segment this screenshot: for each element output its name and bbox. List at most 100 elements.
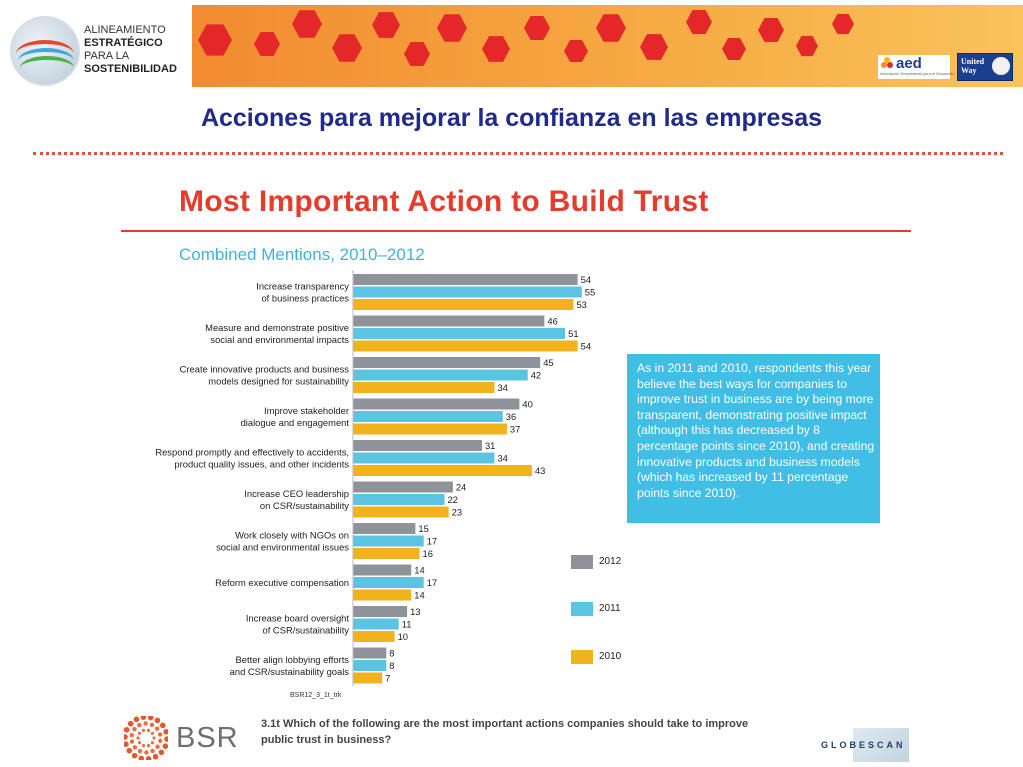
sunburst-dot xyxy=(162,743,168,749)
sunburst-dot xyxy=(150,741,155,745)
legend-item-2010: 2010 xyxy=(571,650,631,666)
sunburst-dot xyxy=(129,732,134,738)
legend-swatch xyxy=(571,555,593,569)
sunburst-dot xyxy=(145,756,152,760)
bar-value-label: 31 xyxy=(485,440,495,451)
hexagon-decoration xyxy=(758,18,784,42)
category-label: social and environmental impacts xyxy=(210,334,349,345)
bar-value-label: 46 xyxy=(547,316,557,327)
category-label: of CSR/sustainability xyxy=(263,625,350,636)
sunburst-dot xyxy=(124,727,130,733)
united-way-wordmark: United Way xyxy=(961,57,985,75)
sunburst-dot xyxy=(137,731,142,735)
logo-line: PARA LA xyxy=(84,50,130,62)
category-label: Increase transparency xyxy=(256,281,349,292)
sunburst-dot xyxy=(126,747,133,754)
bar-value-label: 15 xyxy=(418,523,428,534)
united-way-logo: United Way xyxy=(957,53,1013,81)
sunburst-dot xyxy=(138,755,145,760)
chart-subtitle: Combined Mentions, 2010–2012 xyxy=(179,245,425,264)
bar-2010 xyxy=(353,672,383,684)
category-label: Create innovative products and business xyxy=(180,364,350,375)
bar-value-label: 54 xyxy=(581,274,591,285)
bar-value-label: 51 xyxy=(568,328,578,339)
bar-2011 xyxy=(353,286,582,298)
bar-2012 xyxy=(353,606,408,617)
sunburst-dot xyxy=(143,721,148,726)
category-label: and CSR/sustainability goals xyxy=(230,666,350,677)
legend-item-2011: 2011 xyxy=(571,602,631,618)
bar-value-label: 54 xyxy=(581,341,591,352)
bar-value-label: 23 xyxy=(452,507,462,518)
sunburst-dot xyxy=(124,741,129,747)
bar-value-label: 24 xyxy=(456,482,466,493)
logo-line: ESTRATÉGICO xyxy=(84,37,163,49)
bar-value-label: 14 xyxy=(414,590,424,601)
sunburst-dot xyxy=(132,727,137,732)
legend-swatch xyxy=(571,650,593,664)
bar-2010 xyxy=(353,340,578,352)
bar-value-label: 8 xyxy=(389,648,394,659)
hexagon-decoration xyxy=(686,10,712,34)
bar-2010 xyxy=(353,631,395,642)
sunburst-dot xyxy=(159,722,166,729)
sunburst-dot xyxy=(141,728,146,732)
sunburst-dot xyxy=(152,753,159,760)
sunburst-dot xyxy=(141,744,146,748)
sunburst-dot xyxy=(137,722,142,728)
sunburst-icon xyxy=(124,716,168,760)
sunburst-dot xyxy=(137,749,143,754)
hand-icon xyxy=(992,57,1010,75)
logo-line: SOSTENIBILIDAD xyxy=(84,63,177,75)
bar-2010 xyxy=(353,548,420,559)
category-label: Measure and demonstrate positive xyxy=(205,322,349,333)
legend-label: 2011 xyxy=(599,603,621,614)
bar-2010 xyxy=(353,589,412,601)
insight-callout: As in 2011 and 2010, respondents this ye… xyxy=(627,354,880,523)
bar-2011 xyxy=(353,618,399,630)
sunburst-dot xyxy=(129,739,135,744)
category-label: dialogue and engagement xyxy=(241,417,350,428)
category-label: Work closely with NGOs on xyxy=(235,530,349,541)
bar-value-label: 8 xyxy=(389,660,394,671)
bar-value-label: 34 xyxy=(497,453,507,464)
program-logo: ALINEAMIENTO ESTRATÉGICO PARA LA SOSTENI… xyxy=(0,0,192,102)
hexagon-decoration xyxy=(832,13,854,35)
bar-value-label: 10 xyxy=(398,631,408,642)
bar-value-label: 7 xyxy=(385,673,390,684)
sunburst-dot xyxy=(147,716,154,721)
sunburst-dot xyxy=(131,752,138,759)
globe-icon xyxy=(10,16,80,86)
bar-2010 xyxy=(353,465,532,476)
bar-value-label: 40 xyxy=(522,399,532,410)
bar-2012 xyxy=(353,440,482,451)
bar-2011 xyxy=(353,494,445,505)
legend-label: 2012 xyxy=(599,556,622,567)
sunburst-dot xyxy=(146,744,151,748)
bar-2012 xyxy=(353,564,412,576)
sunburst-dot xyxy=(133,716,140,723)
sunburst-dot xyxy=(132,745,138,750)
category-label: Reform executive compensation xyxy=(215,577,349,588)
bar-value-label: 13 xyxy=(410,606,420,617)
source-code: BSR12_3_1t_trk xyxy=(290,692,342,699)
bar-value-label: 34 xyxy=(497,382,507,393)
globescan-wordmark: GLOBESCAN xyxy=(821,740,906,750)
sunburst-dot xyxy=(154,726,160,731)
bar-2011 xyxy=(353,328,566,339)
bar-2010 xyxy=(353,506,449,518)
logo-line: ALINEAMIENTO xyxy=(84,24,166,36)
bar-2012 xyxy=(353,357,541,368)
sunburst-dot xyxy=(164,736,168,742)
sunburst-dot xyxy=(154,717,161,724)
bar-value-label: 37 xyxy=(510,424,520,435)
bar-2012 xyxy=(353,523,416,534)
title-divider xyxy=(33,152,1003,155)
program-logo-text: ALINEAMIENTO ESTRATÉGICO PARA LA SOSTENI… xyxy=(84,24,177,76)
legend-item-2012: 2012 xyxy=(571,555,631,571)
header-banner: ALINEAMIENTO ESTRATÉGICO PARA LA SOSTENI… xyxy=(0,0,1023,102)
bsr-logo: BSR xyxy=(124,716,239,760)
slide-title: Acciones para mejorar la confianza en la… xyxy=(200,104,823,132)
sunburst-dot xyxy=(137,741,142,745)
